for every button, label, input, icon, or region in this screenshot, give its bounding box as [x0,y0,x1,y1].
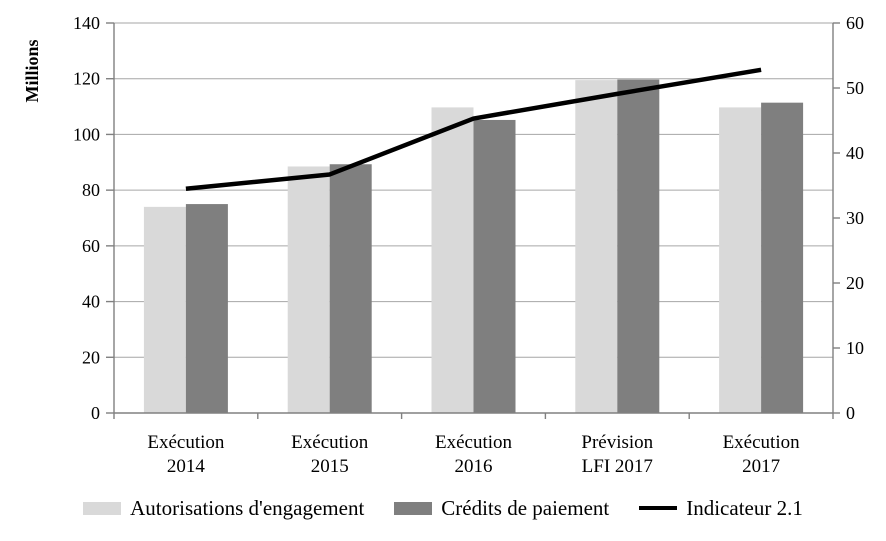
legend-swatch-bar-light [83,501,122,515]
left-axis-tick-label: 40 [82,292,100,312]
right-axis-tick-label: 40 [846,143,864,163]
bar-series-0 [431,107,474,414]
bar-series-1 [329,164,372,413]
legend-swatch-line [639,506,678,510]
legend-label: Crédits de paiement [441,495,610,520]
left-axis-title: Millions [22,39,42,102]
right-axis-tick-label: 20 [846,273,864,293]
left-axis-tick-label: 140 [73,13,100,33]
legend-item-indicateur: Indicateur 2.1 [639,496,803,521]
legend-label: Indicateur 2.1 [686,495,803,520]
bar-series-0 [575,80,618,413]
right-axis-tick-label: 60 [846,13,864,33]
line-series [185,67,762,191]
category-label: Prévision LFI 2017 [581,432,653,477]
left-axis-tick-label: 120 [73,69,100,89]
left-axis-tick-label: 100 [73,124,100,144]
right-axis-tick-label: 50 [846,78,864,98]
legend-item-autorisations: Autorisations d'engagement [83,496,364,521]
right-axis-tick-label: 30 [846,208,864,228]
bar-series-0 [143,206,186,413]
bar-series-1 [473,119,516,413]
chart-canvas: 0 20 40 60 80 100 120 140 0 10 20 30 40 50 60 Exécution… [22,13,864,477]
legend-swatch-bar-dark [394,501,433,515]
chart-legend: Autorisations d'engagement Crédits de pa… [0,490,886,526]
legend-label: Autorisations d'engagement [130,495,365,520]
category-label: Exécution 2015 [291,432,369,477]
bar-series-0 [719,107,762,414]
left-axis-tick-label: 0 [91,403,100,423]
bar-series-0 [287,166,330,413]
bar-series-1 [761,102,804,414]
left-axis-tick-label: 60 [82,236,100,256]
category-label: Exécution 2016 [435,432,513,477]
left-axis-tick-label: 80 [82,180,100,200]
right-axis-tick-label: 0 [846,403,855,423]
category-label: Exécution 2017 [723,432,801,477]
category-label: Exécution 2014 [147,432,225,477]
bar-series-1 [185,204,228,413]
bar-series-1 [617,79,660,414]
legend-item-credits: Crédits de paiement [394,496,609,521]
left-axis-tick-label: 20 [82,347,100,367]
right-axis-tick-label: 10 [846,338,864,358]
